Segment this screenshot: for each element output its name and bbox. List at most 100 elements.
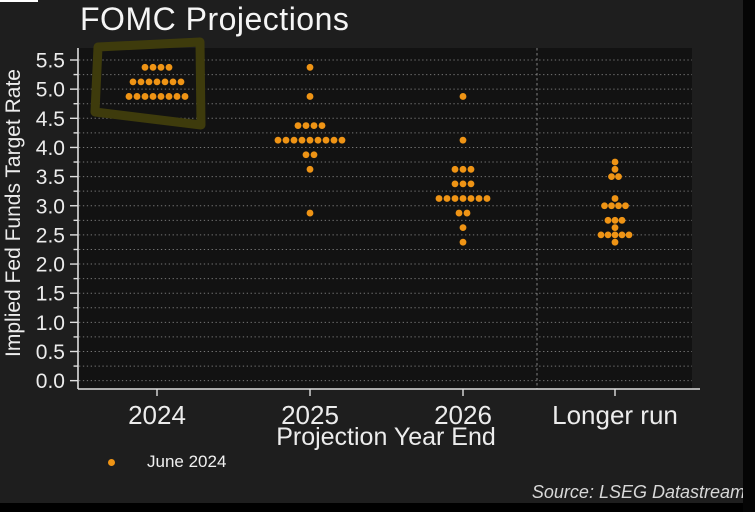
projection-dot — [459, 165, 467, 173]
projection-dot — [611, 195, 619, 202]
source-credit: Source: LSEG Datastream — [531, 482, 745, 502]
projection-dot — [157, 63, 165, 71]
right-border-strip — [743, 0, 755, 512]
x-tick-label: 2025 — [281, 400, 339, 430]
y-tick-label: 0.0 — [36, 370, 65, 393]
projection-dot — [306, 209, 314, 217]
plot-area — [78, 48, 692, 389]
legend: June 2024 — [100, 449, 320, 477]
projection-dot — [149, 93, 157, 100]
legend-label: June 2024 — [147, 452, 227, 471]
projection-dot — [177, 78, 185, 86]
projection-dot — [165, 93, 173, 100]
projection-dot — [597, 231, 605, 239]
projection-dot — [615, 173, 622, 181]
projection-dot — [125, 93, 133, 100]
projection-dot — [625, 231, 633, 239]
projection-dot — [153, 78, 161, 86]
projection-dot — [618, 216, 626, 224]
projection-dot — [467, 195, 475, 202]
projection-dot — [608, 173, 615, 181]
y-axis-title: Implied Fed Funds Target Rate — [2, 69, 25, 357]
y-tick-label: 2.5 — [36, 224, 65, 247]
projection-dot — [306, 136, 314, 144]
projection-dot — [157, 93, 165, 100]
projection-dot — [310, 151, 318, 159]
projection-dot — [129, 78, 137, 86]
y-tick-label: 2.0 — [36, 254, 65, 277]
y-tick-label: 0.5 — [36, 341, 65, 364]
projection-dot — [173, 93, 181, 100]
projection-dot — [145, 78, 153, 86]
y-tick-label: 5.5 — [36, 50, 65, 73]
projection-dot — [604, 216, 612, 224]
x-tick-label: 2024 — [128, 400, 186, 430]
projection-dot — [467, 165, 475, 173]
projection-dot — [459, 224, 467, 232]
projection-dot — [443, 195, 451, 202]
projection-dot — [165, 63, 173, 71]
projection-dot — [290, 136, 298, 144]
highlight-box-annotation — [90, 37, 206, 130]
projection-dot — [451, 165, 459, 173]
y-tick-label: 4.0 — [36, 137, 65, 160]
x-tick-label: 2026 — [434, 400, 492, 430]
projection-dot — [463, 209, 471, 217]
projection-dot — [601, 202, 608, 210]
projection-dot — [282, 136, 290, 144]
projection-dot — [467, 180, 475, 188]
projection-dot — [622, 202, 629, 210]
projection-dot — [302, 122, 310, 129]
projection-dot — [611, 224, 619, 232]
projection-dot — [608, 202, 615, 210]
projection-dot — [459, 238, 467, 246]
projection-dot — [615, 202, 622, 210]
projection-dot — [137, 78, 145, 86]
projection-dot — [459, 195, 467, 202]
y-tick-label: 3.5 — [36, 166, 65, 189]
projection-dot — [330, 136, 338, 144]
projection-dot — [611, 238, 619, 246]
projection-dot — [611, 216, 619, 224]
y-tick-label: 1.0 — [36, 312, 65, 335]
projection-dot — [169, 78, 177, 86]
x-axis-title: Projection Year End — [276, 423, 496, 451]
projection-dot — [459, 93, 467, 100]
projection-dot — [611, 158, 619, 166]
x-tick-label: Longer run — [552, 400, 678, 430]
y-tick-label: 4.5 — [36, 108, 65, 131]
chart-title: FOMC Projections — [80, 1, 350, 37]
projection-dot — [306, 165, 314, 173]
projection-dot — [611, 165, 619, 173]
projection-dot — [604, 231, 612, 239]
projection-dot — [459, 136, 467, 144]
projection-dot — [618, 231, 626, 239]
projection-dot — [141, 63, 149, 71]
top-left-border-line — [0, 0, 38, 2]
projection-dot — [274, 136, 282, 144]
projection-dot — [611, 231, 619, 239]
projection-dot — [451, 180, 459, 188]
projection-dot — [161, 78, 169, 86]
projection-dot — [133, 93, 141, 100]
projection-dot — [475, 195, 483, 202]
y-tick-label: 5.0 — [36, 79, 65, 102]
y-tick-label: 3.0 — [36, 195, 65, 218]
legend-marker-icon — [108, 459, 115, 466]
projection-dot — [298, 136, 306, 144]
projection-dot — [149, 63, 157, 71]
projection-dot — [318, 122, 326, 129]
projection-dot — [483, 195, 491, 202]
projection-dot — [314, 136, 322, 144]
projection-dot — [451, 195, 459, 202]
projection-dot — [302, 151, 310, 159]
bottom-border-strip — [0, 503, 755, 512]
projection-dot — [455, 209, 463, 217]
projection-dot — [435, 195, 443, 202]
projection-dot — [141, 93, 149, 100]
projection-dot — [310, 122, 318, 129]
projection-dot — [181, 93, 189, 100]
y-tick-label: 1.5 — [36, 283, 65, 306]
projection-dot — [306, 93, 314, 100]
